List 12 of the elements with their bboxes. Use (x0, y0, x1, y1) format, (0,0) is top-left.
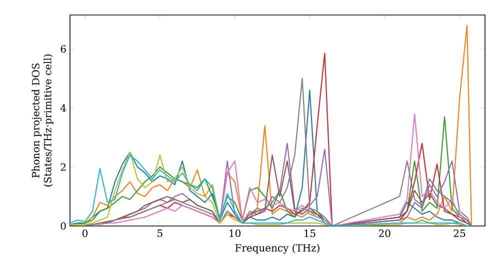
x-tick-label: 0 (82, 230, 88, 238)
y-axis-title: Phonon projected DOS (States/THz·primitive cell) (32, 54, 54, 186)
x-tick-label: 20 (378, 230, 390, 238)
x-tick-label: 10 (230, 230, 240, 238)
x-tick-label: 25 (454, 230, 466, 238)
y-tick-label: 6 (60, 45, 66, 53)
x-tick-label: 15 (304, 230, 316, 238)
y-tick-label: 0 (60, 222, 66, 230)
x-tick-label: 5 (158, 230, 162, 237)
y-tick-label: 4 (60, 104, 66, 112)
y-tick-label: 2 (60, 163, 66, 171)
x-axis-title: Frequency (THz) (235, 244, 320, 254)
